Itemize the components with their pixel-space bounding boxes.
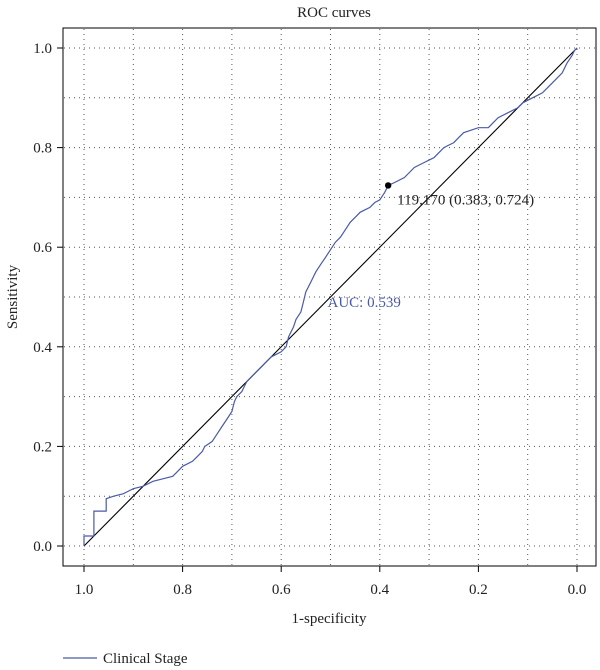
x-axis-ticks: 1.0 0.8 0.6 0.4 0.2 0.0 — [75, 566, 587, 598]
legend-label-clinical-stage: Clinical Stage — [103, 651, 188, 667]
auc-label: AUC: 0.539 — [328, 295, 401, 311]
reference-diagonal-line — [83, 47, 578, 547]
x-tick-label: 0.0 — [568, 582, 587, 598]
x-tick-label: 0.4 — [370, 582, 389, 598]
y-tick-label: 1.0 — [33, 41, 52, 57]
legend: Clinical Stage — [63, 651, 188, 667]
y-tick-label: 0.6 — [33, 240, 52, 256]
threshold-point — [384, 182, 392, 189]
y-tick-label: 0.4 — [33, 340, 52, 356]
y-tick-label: 0.0 — [33, 539, 52, 555]
y-tick-label: 0.8 — [33, 141, 52, 157]
roc-curve-clinical-stage — [83, 47, 578, 546]
x-tick-label: 0.2 — [469, 582, 488, 598]
x-axis-label: 1-specificity — [292, 611, 367, 627]
x-tick-label: 0.6 — [272, 582, 291, 598]
series-layer — [83, 47, 578, 546]
x-tick-label: 0.8 — [173, 582, 192, 598]
grid-lines — [64, 29, 595, 565]
y-axis-ticks: 0.0 0.2 0.4 0.6 0.8 1.0 — [33, 41, 63, 555]
plot-frame — [62, 27, 597, 567]
chart-title: ROC curves — [297, 5, 371, 21]
x-tick-label: 1.0 — [75, 582, 94, 598]
threshold-label: 119.170 (0.383, 0.724) — [397, 192, 534, 208]
y-axis-label: Sensitivity — [5, 264, 21, 329]
y-tick-label: 0.2 — [33, 439, 52, 455]
